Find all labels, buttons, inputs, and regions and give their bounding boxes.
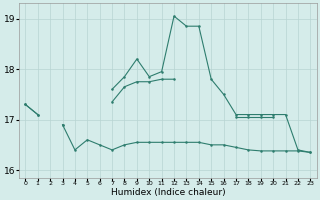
X-axis label: Humidex (Indice chaleur): Humidex (Indice chaleur) [110,188,225,197]
